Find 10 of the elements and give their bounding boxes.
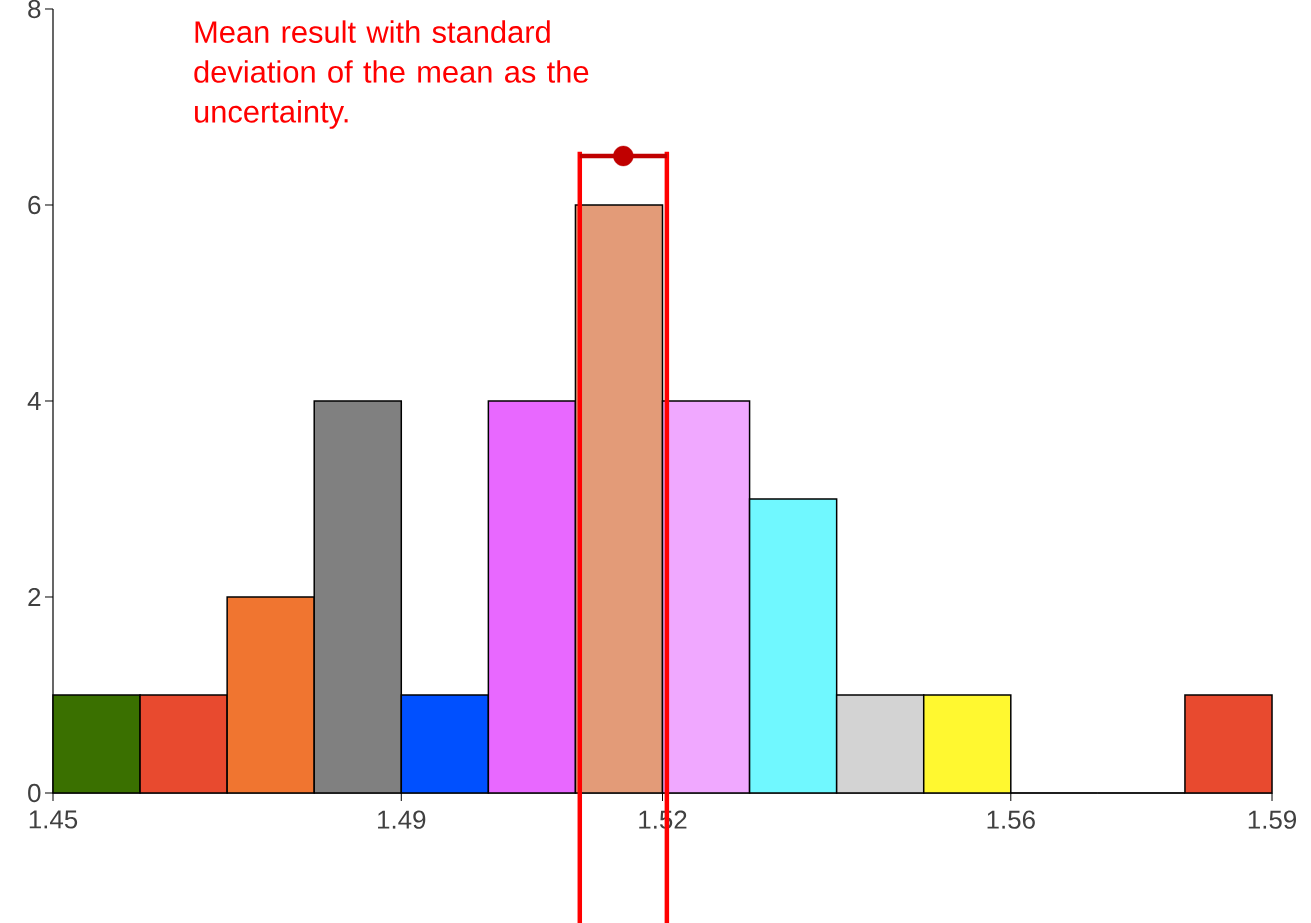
annotation: Mean result with standard deviation of the mean as the uncertainty. [194, 20, 589, 129]
y-tick-label: 0 [28, 783, 41, 803]
y-tick-label: 2 [28, 587, 41, 607]
y-tick-label: 4 [27, 392, 41, 410]
x-tick-label: 1.59 [1248, 810, 1296, 829]
x-tick-label: 1.45 [29, 810, 78, 829]
x-tick-label: 1.49 [378, 810, 426, 829]
y-tick-label: 6 [28, 195, 41, 215]
x-tick-label: 1.56 [987, 810, 1035, 829]
y-tick-label: 8 [28, 0, 41, 19]
